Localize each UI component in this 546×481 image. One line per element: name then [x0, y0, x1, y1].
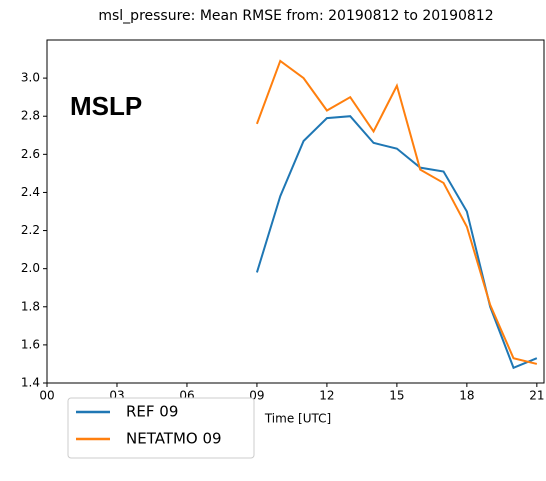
x-tick-label: 18	[459, 389, 474, 403]
series-line	[255, 115, 538, 370]
y-tick-label: 2.8	[21, 109, 40, 123]
legend-label: NETATMO 09	[126, 430, 222, 448]
legend-label: REF 09	[126, 403, 178, 421]
x-tick-label: 21	[529, 389, 544, 403]
y-tick-label: 1.8	[21, 299, 40, 313]
series-line	[255, 59, 538, 365]
annotation: MSLP	[70, 91, 142, 121]
y-tick-label: 1.4	[21, 376, 40, 390]
x-axis-label: Time [UTC]	[264, 412, 331, 426]
x-tick-label: 15	[389, 389, 404, 403]
y-tick-label: 2.6	[21, 147, 40, 161]
legend-box	[67, 397, 255, 459]
y-tick-label: 2.4	[21, 185, 40, 199]
x-tick-label: 00	[39, 389, 54, 403]
y-tick-label: 3.0	[21, 71, 40, 85]
chart-title: msl_pressure: Mean RMSE from: 20190812 t…	[98, 8, 493, 24]
y-tick-label: 2.2	[21, 223, 40, 237]
y-tick-label: 2.0	[21, 261, 40, 275]
plot-frame	[46, 39, 545, 384]
y-tick-label: 1.6	[21, 337, 40, 351]
x-tick-label: 12	[319, 389, 334, 403]
